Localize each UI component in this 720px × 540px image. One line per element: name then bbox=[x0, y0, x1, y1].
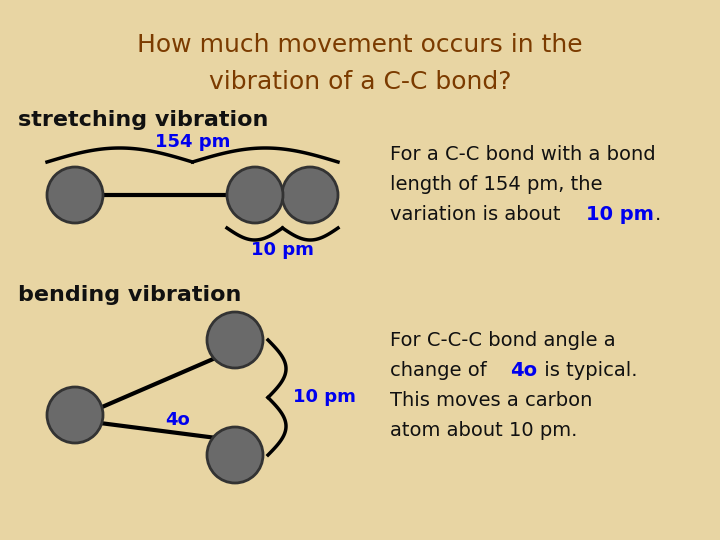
Circle shape bbox=[47, 387, 103, 443]
Text: For a C-C bond with a bond: For a C-C bond with a bond bbox=[390, 145, 656, 165]
Circle shape bbox=[227, 167, 283, 223]
Text: bending vibration: bending vibration bbox=[18, 285, 241, 305]
Circle shape bbox=[282, 167, 338, 223]
Text: 4o: 4o bbox=[165, 411, 190, 429]
Text: 10 pm: 10 pm bbox=[251, 241, 314, 259]
Text: 4o: 4o bbox=[510, 361, 537, 380]
Text: .: . bbox=[655, 206, 661, 225]
Text: vibration of a C-C bond?: vibration of a C-C bond? bbox=[209, 70, 511, 94]
Text: length of 154 pm, the: length of 154 pm, the bbox=[390, 176, 603, 194]
Text: For C-C-C bond angle a: For C-C-C bond angle a bbox=[390, 330, 616, 349]
Circle shape bbox=[47, 167, 103, 223]
Text: stretching vibration: stretching vibration bbox=[18, 110, 269, 130]
Text: This moves a carbon: This moves a carbon bbox=[390, 390, 593, 409]
Text: 154 pm: 154 pm bbox=[155, 133, 230, 151]
Circle shape bbox=[207, 427, 263, 483]
Text: change of: change of bbox=[390, 361, 493, 380]
Text: 10 pm: 10 pm bbox=[293, 388, 356, 407]
Circle shape bbox=[207, 312, 263, 368]
Text: 10 pm: 10 pm bbox=[586, 206, 654, 225]
Text: variation is about: variation is about bbox=[390, 206, 567, 225]
Text: How much movement occurs in the: How much movement occurs in the bbox=[138, 33, 582, 57]
Text: is typical.: is typical. bbox=[538, 361, 637, 380]
Text: atom about 10 pm.: atom about 10 pm. bbox=[390, 421, 577, 440]
